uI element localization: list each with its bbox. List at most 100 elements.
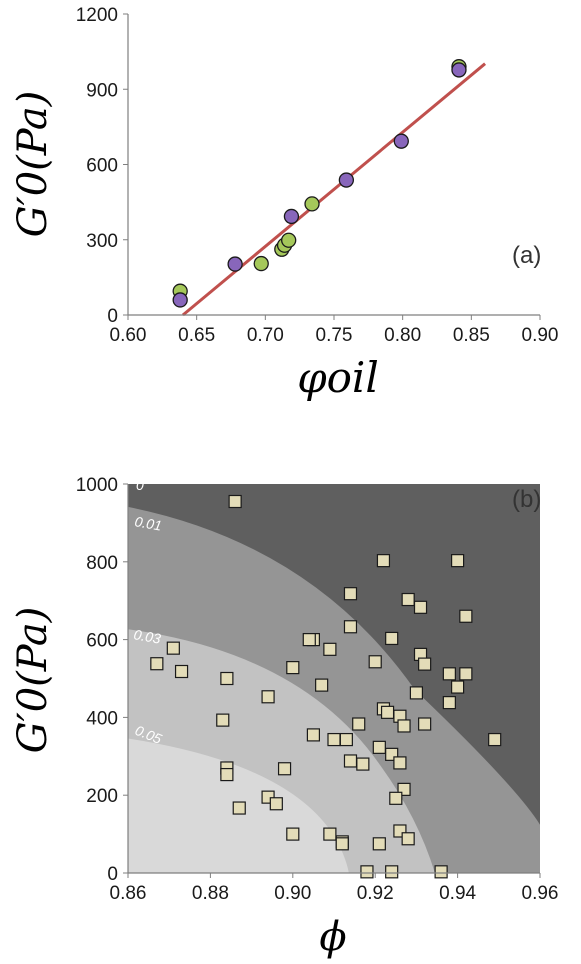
panel-b-point bbox=[376, 554, 391, 568]
panel-a-point-purple bbox=[227, 256, 243, 272]
panel-a-y-tick-label: 600 bbox=[86, 156, 118, 177]
panel-b-point bbox=[393, 756, 407, 770]
panel-b-point bbox=[220, 671, 234, 686]
panel-a-x-tick-label: 0.85 bbox=[453, 325, 490, 346]
panel-a-point-purple bbox=[338, 172, 355, 188]
panel-b-point bbox=[442, 696, 456, 710]
panel-b-y-tick-label: 600 bbox=[86, 631, 118, 652]
panel-b-band-label-0: 0 bbox=[136, 477, 144, 493]
panel-b-point bbox=[451, 680, 465, 694]
panel-a-x-tick-label: 0.60 bbox=[110, 325, 147, 346]
panel-b-point bbox=[261, 690, 275, 704]
panel-b-point bbox=[327, 732, 341, 747]
panel-b-point bbox=[372, 740, 386, 754]
panel-b-bands: 0 0.01 0.03 0.05 bbox=[128, 477, 540, 873]
panel-a-y-ticks: 0 300 600 900 1200 bbox=[76, 5, 128, 327]
panel-b-x-tick-label: 0.86 bbox=[110, 883, 147, 904]
panel-a-point-purple bbox=[393, 133, 409, 149]
panel-a-x-tick-label: 0.70 bbox=[247, 325, 284, 346]
panel-a-fit-line bbox=[181, 62, 487, 317]
panel-b-x-axis-title: ϕ bbox=[319, 914, 346, 960]
panel-b: 0 0.01 0.03 0.05 0.86 0.88 0.90 0.92 0.94 0.9… bbox=[10, 475, 558, 960]
panel-b-point bbox=[269, 797, 283, 811]
panel-b-point bbox=[166, 641, 180, 655]
panel-b-point bbox=[418, 657, 432, 671]
panel-a-x-ticks: 0.60 0.65 0.70 0.75 0.80 0.85 0.90 bbox=[110, 315, 559, 346]
panel-a-x-tick-label: 0.80 bbox=[384, 325, 421, 346]
panel-b-point bbox=[385, 631, 399, 646]
panel-a-y-tick-label: 300 bbox=[86, 231, 118, 252]
panel-b-point bbox=[360, 865, 374, 879]
panel-b-point bbox=[356, 757, 370, 771]
panel-a-y-tick-label: 0 bbox=[107, 306, 118, 327]
panel-a-x-tick-label: 0.65 bbox=[178, 325, 215, 346]
panel-b-point bbox=[343, 754, 358, 768]
panel-a-y-axis-title: G′0(Pa) bbox=[10, 91, 56, 238]
panel-b-y-tick-label: 0 bbox=[107, 864, 118, 885]
panel-b-point bbox=[459, 609, 473, 623]
panel-b-x-tick-label: 0.94 bbox=[439, 883, 476, 904]
panel-b-points-group bbox=[150, 494, 502, 879]
panel-b-x-tick-label: 0.96 bbox=[522, 883, 559, 904]
panel-a-point-green bbox=[253, 255, 269, 272]
panel-b-point bbox=[380, 705, 395, 719]
panel-b-point bbox=[306, 728, 320, 742]
panel-a-y-tick-label: 900 bbox=[86, 80, 118, 101]
panel-b-point bbox=[228, 494, 242, 509]
panel-b-y-ticks: 0 200 400 600 800 1000 bbox=[76, 475, 128, 885]
panel-a-points-group bbox=[172, 59, 467, 308]
panel-b-y-tick-label: 800 bbox=[86, 553, 118, 574]
panel-b-point bbox=[451, 554, 465, 568]
panel-b-band-label-1: 0.01 bbox=[133, 513, 163, 533]
panel-b-point bbox=[150, 657, 164, 671]
panel-b-point bbox=[339, 732, 353, 747]
panel-a-y-tick-label: 1200 bbox=[76, 5, 118, 26]
panel-b-point bbox=[401, 832, 415, 846]
panel-b-point bbox=[397, 719, 411, 733]
panel-b-band-label-2: 0.03 bbox=[132, 626, 162, 647]
panel-b-point bbox=[216, 713, 230, 727]
panel-a-x-tick-label: 0.90 bbox=[522, 325, 559, 346]
panel-a-x-axis-title: φoil bbox=[297, 353, 379, 402]
panel-b-point bbox=[343, 587, 358, 601]
panel-b-point bbox=[315, 678, 329, 692]
panel-b-point bbox=[323, 642, 337, 656]
panel-b-point bbox=[413, 600, 428, 614]
panel-b-point bbox=[488, 732, 502, 747]
panel-b-point bbox=[401, 592, 415, 607]
panel-b-point bbox=[385, 865, 399, 879]
panel-b-point bbox=[302, 632, 316, 647]
panel-b-point bbox=[286, 827, 300, 841]
panel-b-point bbox=[372, 837, 386, 851]
panel-b-point bbox=[459, 667, 473, 681]
panel-b-y-tick-label: 400 bbox=[86, 708, 118, 729]
panel-a-point-purple bbox=[172, 292, 188, 308]
panel-b-point bbox=[409, 686, 423, 700]
panel-a-point-purple bbox=[283, 208, 300, 225]
panel-a-point-green bbox=[304, 196, 320, 212]
panel-b-point bbox=[389, 791, 403, 805]
panel-b-point bbox=[220, 767, 234, 782]
panel-b-point bbox=[335, 837, 349, 851]
panel-b-label: (b) bbox=[512, 486, 541, 513]
panel-a-label: (a) bbox=[512, 242, 541, 269]
panel-b-point bbox=[434, 865, 448, 879]
panel-b-y-tick-label: 200 bbox=[86, 786, 118, 807]
panel-a-point-purple bbox=[451, 62, 467, 78]
panel-a-fit-line-group bbox=[181, 62, 487, 317]
panel-b-point bbox=[418, 717, 432, 731]
panel-b-point bbox=[352, 717, 366, 731]
panel-b-point bbox=[368, 655, 382, 669]
panel-b-point bbox=[442, 667, 456, 681]
panel-b-x-tick-label: 0.92 bbox=[357, 883, 394, 904]
panel-b-point bbox=[343, 620, 358, 634]
panel-b-y-tick-label: 1000 bbox=[76, 475, 118, 496]
panel-b-point bbox=[232, 801, 246, 815]
panel-b-point bbox=[323, 827, 337, 841]
panel-b-y-axis-title: G′0(Pa) bbox=[10, 607, 56, 754]
panel-b-x-tick-label: 0.88 bbox=[192, 883, 229, 904]
panel-b-x-ticks: 0.86 0.88 0.90 0.92 0.94 0.96 bbox=[110, 873, 559, 904]
panel-b-point bbox=[174, 664, 189, 679]
panel-a: 0.60 0.65 0.70 0.75 0.80 0.85 0.90 0 300 600 900 1… bbox=[10, 5, 558, 402]
